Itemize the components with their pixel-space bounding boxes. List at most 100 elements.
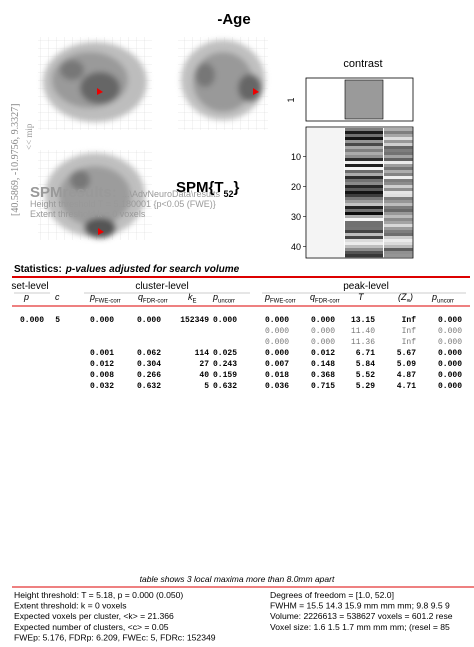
design-cell bbox=[384, 158, 413, 162]
design-cell bbox=[345, 218, 383, 222]
design-cell bbox=[345, 128, 383, 132]
design-cell bbox=[384, 173, 413, 177]
design-cell bbox=[345, 179, 383, 183]
design-cell bbox=[345, 248, 383, 252]
design-cell bbox=[345, 182, 383, 186]
design-cell bbox=[384, 155, 413, 159]
column-header-main: p bbox=[23, 292, 29, 302]
column-header-main: (Z bbox=[398, 292, 407, 302]
design-cell bbox=[384, 242, 413, 246]
design-cell bbox=[384, 152, 413, 156]
table-cell: 5.84 bbox=[356, 360, 375, 369]
column-header: pFWE-corr bbox=[264, 292, 296, 305]
table-cell: 5.67 bbox=[397, 349, 416, 358]
column-header-main: p bbox=[212, 292, 218, 302]
design-cell bbox=[384, 164, 413, 168]
design-cell bbox=[345, 176, 383, 180]
table-cell: 5 bbox=[55, 316, 60, 325]
design-cell bbox=[345, 215, 383, 219]
design-cell bbox=[384, 167, 413, 171]
design-tick-label: 30 bbox=[291, 212, 301, 222]
results-extent: Extent threshold k = 0 voxels bbox=[30, 209, 146, 219]
footer-left: Expected number of clusters, <c> = 0.05 bbox=[14, 622, 169, 632]
design-cell bbox=[384, 179, 413, 183]
design-cell bbox=[384, 128, 413, 132]
design-cell bbox=[384, 191, 413, 195]
design-cell bbox=[384, 218, 413, 222]
design-tick-label: 20 bbox=[291, 182, 301, 192]
design-cell bbox=[384, 188, 413, 192]
table-cell: 5.09 bbox=[397, 360, 416, 369]
spm-main: SPM{T bbox=[176, 179, 224, 196]
table-cell: 0.243 bbox=[213, 360, 237, 369]
design-cell bbox=[345, 197, 383, 201]
design-cell bbox=[384, 203, 413, 207]
column-header: (Z≡) bbox=[398, 292, 413, 305]
glass-brain-coronal bbox=[178, 37, 268, 130]
design-cell bbox=[384, 194, 413, 198]
glass-brain-sagittal bbox=[38, 37, 152, 130]
design-cell bbox=[345, 200, 383, 204]
design-cell bbox=[384, 200, 413, 204]
design-cell bbox=[345, 152, 383, 156]
spm-sub: 52 bbox=[224, 189, 234, 199]
table-cell: 0.368 bbox=[311, 371, 335, 380]
design-cell bbox=[384, 143, 413, 147]
table-cell: 0.000 bbox=[213, 316, 237, 325]
table-cell: 0.000 bbox=[311, 316, 335, 325]
design-cell bbox=[384, 230, 413, 234]
footer-left: Height threshold: T = 5.18, p = 0.000 (0… bbox=[14, 590, 183, 600]
column-header: puncorr bbox=[212, 292, 235, 305]
contrast-title: contrast bbox=[343, 58, 382, 70]
table-cell: 0.000 bbox=[438, 338, 462, 347]
column-header: c bbox=[55, 292, 60, 302]
design-cell bbox=[384, 146, 413, 150]
column-header-main: q bbox=[138, 292, 143, 302]
footer-caption: table shows 3 local maxima more than 8.0… bbox=[140, 574, 335, 584]
design-cell bbox=[345, 221, 383, 225]
table-cell: 0.007 bbox=[265, 360, 289, 369]
design-cell bbox=[384, 215, 413, 219]
design-cell bbox=[345, 236, 383, 240]
glass-brain-axial bbox=[38, 150, 152, 240]
design-cell bbox=[345, 143, 383, 147]
mip-coordinates: [40.5869, -10.9756, 9.3327] bbox=[10, 104, 21, 217]
table-cell: Inf bbox=[402, 338, 417, 347]
column-header-main: k bbox=[188, 292, 193, 302]
table-cell: 0.000 bbox=[137, 316, 161, 325]
design-cell bbox=[345, 167, 383, 171]
table-cell: 0.008 bbox=[90, 371, 114, 380]
column-header-sub: FDR-corr bbox=[315, 299, 340, 305]
table-cell: 4.71 bbox=[397, 382, 416, 391]
design-cell bbox=[345, 209, 383, 213]
design-tick-label: 40 bbox=[291, 242, 301, 252]
design-cell bbox=[345, 203, 383, 207]
table-cell: 0.000 bbox=[90, 316, 114, 325]
column-header: qFDR-corr bbox=[310, 292, 340, 305]
design-cell bbox=[307, 128, 344, 257]
table-cell: 0.000 bbox=[438, 327, 462, 336]
design-cell bbox=[345, 251, 383, 255]
table-cell: 0.036 bbox=[265, 382, 289, 391]
table-cell: 0.632 bbox=[213, 382, 237, 391]
design-cell bbox=[345, 158, 383, 162]
design-cell bbox=[384, 227, 413, 231]
table-cell: 0.715 bbox=[311, 382, 335, 391]
column-header-sub: FDR-corr bbox=[143, 299, 168, 305]
design-cell bbox=[384, 170, 413, 174]
table-cell: 114 bbox=[195, 349, 210, 358]
design-cell bbox=[345, 239, 383, 243]
mip-label: << mip bbox=[24, 123, 34, 150]
column-header: T bbox=[358, 292, 365, 302]
column-header-sub: ≡ bbox=[407, 299, 411, 305]
spm-close: } bbox=[234, 179, 240, 196]
group-header: set-level bbox=[11, 281, 48, 292]
footer-right: Volume: 2226613 = 538627 voxels = 601.2 … bbox=[270, 611, 453, 621]
design-cell bbox=[345, 173, 383, 177]
design-cell bbox=[384, 140, 413, 144]
table-cell: 152349 bbox=[180, 316, 209, 325]
design-cell bbox=[345, 164, 383, 168]
table-cell: 0.000 bbox=[438, 316, 462, 325]
table-cell: 4.87 bbox=[397, 371, 416, 380]
design-cell bbox=[345, 146, 383, 150]
